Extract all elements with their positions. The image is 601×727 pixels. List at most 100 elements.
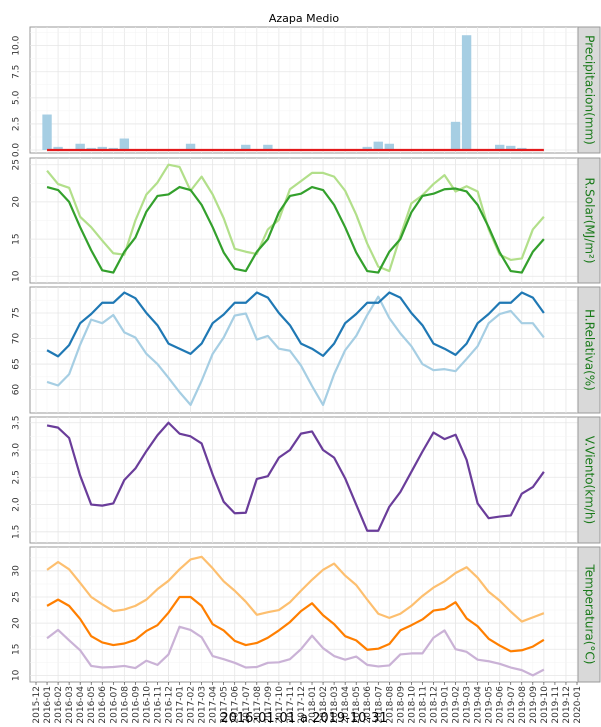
precip-bar <box>185 143 196 150</box>
precip-bar <box>119 138 130 150</box>
panel-background <box>29 546 579 683</box>
precip-bar <box>97 146 107 150</box>
y-tick-label: 15 <box>12 233 22 244</box>
x-tick-label: 2018-07 <box>374 686 384 724</box>
x-tick-label: 2017-03 <box>198 686 208 724</box>
x-tick-label: 2018-06 <box>363 686 373 724</box>
y-tick-label: 2.0 <box>12 497 22 512</box>
y-tick-label: 10 <box>12 669 22 681</box>
precip-bar <box>373 141 383 150</box>
y-tick-label: 2.5 <box>12 470 22 484</box>
x-tick-label: 2019-05 <box>485 686 495 724</box>
series-line-0 <box>46 295 545 406</box>
x-tick-label: 2017-04 <box>209 686 219 724</box>
precip-bar <box>450 121 461 150</box>
x-tick-label: 2019-02 <box>452 686 462 724</box>
y-tick-label: 70 <box>12 333 22 345</box>
precip-bar <box>461 35 472 150</box>
y-tick-label: 75 <box>12 307 22 318</box>
panel-background <box>29 26 579 154</box>
x-tick-label: 2016-02 <box>54 686 64 724</box>
x-tick-label: 2019-06 <box>496 686 506 724</box>
x-tick-label: 2017-12 <box>297 686 307 724</box>
x-tick-label: 2019-08 <box>518 686 528 724</box>
y-tick-label: 0.0 <box>12 143 22 158</box>
x-axis: 2015-12 2016-01 2016-02 2016-03 2016-04 2016-… <box>32 682 583 724</box>
x-tick-label: 2017-08 <box>253 686 263 724</box>
facet-strip-label: Temperatura(°C) <box>583 564 597 665</box>
series-line-0 <box>46 421 545 532</box>
x-tick-label: 2016-07 <box>109 686 119 724</box>
y-tick-label: 15 <box>12 644 22 655</box>
y-tick-label: 2.5 <box>12 117 22 131</box>
facet-strip-label: Precipitacion(mm) <box>583 35 597 145</box>
precip-bar <box>384 143 394 150</box>
y-tick-label: 3.5 <box>12 416 22 430</box>
y-tick-label: 5.0 <box>12 90 22 105</box>
x-tick-label: 2019-01 <box>441 686 451 724</box>
precip-bar <box>362 146 372 150</box>
y-tick-label: 10 <box>12 270 22 282</box>
x-tick-label: 2018-08 <box>385 686 395 724</box>
precip-bar <box>241 144 251 150</box>
facet-strip <box>577 157 601 284</box>
series-line-2 <box>46 625 545 677</box>
x-tick-label: 2017-09 <box>264 686 274 724</box>
x-tick-label: 2017-02 <box>187 686 197 724</box>
facet-strip <box>577 286 601 414</box>
chart-title: Azapa Medio <box>269 12 340 25</box>
series-line-1 <box>46 185 545 274</box>
facet-strip-label: H.Relativa(%) <box>583 309 597 391</box>
y-tick-label: 20 <box>12 196 22 208</box>
y-tick-label: 1.5 <box>12 525 22 539</box>
x-axis-label: 2016-01-01 a 2019-10-31 <box>220 711 387 726</box>
x-tick-label: 2016-08 <box>120 686 130 724</box>
x-tick-label: 2019-03 <box>463 686 473 724</box>
panel-0: 0.0 2.5 5.0 7.5 10.0 Precipitacion(mm) <box>12 26 601 158</box>
x-tick-label: 2017-05 <box>220 686 230 724</box>
x-tick-label: 2019-09 <box>529 686 539 724</box>
x-tick-label: 2016-05 <box>87 686 97 724</box>
x-tick-label: 2016-12 <box>164 686 174 724</box>
x-tick-label: 2016-03 <box>65 686 75 724</box>
panel-background <box>29 416 579 544</box>
x-tick-label: 2018-03 <box>330 686 340 724</box>
y-tick-label: 30 <box>12 565 22 577</box>
x-tick-label: 2016-09 <box>131 686 141 724</box>
facet-strip <box>577 416 601 544</box>
x-tick-label: 2019-12 <box>562 686 572 724</box>
x-tick-label: 2016-10 <box>142 686 152 724</box>
x-tick-label: 2017-10 <box>275 686 285 724</box>
x-tick-label: 2019-10 <box>540 686 550 724</box>
facet-panels: 0.0 2.5 5.0 7.5 10.0 Precipitacion(mm) 10 15 20 2… <box>12 26 601 683</box>
x-tick-label: 2017-01 <box>176 686 186 724</box>
facet-strip <box>577 26 601 154</box>
panel-1: 10 15 20 25 R.Solar(MJ/m²) <box>12 157 601 284</box>
x-tick-label: 2018-11 <box>418 686 428 724</box>
panel-2: 60 65 70 75 H.Relativa(%) <box>12 286 601 414</box>
y-tick-label: 3.0 <box>12 443 22 458</box>
precip-bar <box>506 145 516 150</box>
panel-background <box>29 286 579 414</box>
panel-4: 10 15 20 25 30 Temperatura(°C) <box>12 546 601 683</box>
x-tick-label: 2018-04 <box>341 686 351 724</box>
precip-bar <box>53 146 63 150</box>
x-tick-label: 2016-06 <box>98 686 108 724</box>
x-tick-label: 2016-04 <box>76 686 86 724</box>
series-line-0 <box>46 555 545 623</box>
y-tick-label: 20 <box>12 617 22 629</box>
series-line-1 <box>46 595 545 653</box>
x-tick-label: 2020-01 <box>573 686 583 724</box>
x-tick-label: 2016-11 <box>153 686 163 724</box>
panel-3: 1.5 2.0 2.5 3.0 3.5 V.Viento(km/h) <box>12 416 601 544</box>
facet-strip-label: R.Solar(MJ/m²) <box>583 177 597 263</box>
x-tick-label: 2017-11 <box>286 686 296 724</box>
x-tick-label: 2017-06 <box>231 686 241 724</box>
x-tick-label: 2018-02 <box>319 686 329 724</box>
x-tick-label: 2019-11 <box>551 686 561 724</box>
y-tick-label: 10.0 <box>12 35 22 55</box>
y-tick-label: 25 <box>12 159 22 170</box>
x-tick-label: 2018-01 <box>308 686 318 724</box>
precip-bar <box>263 144 273 150</box>
